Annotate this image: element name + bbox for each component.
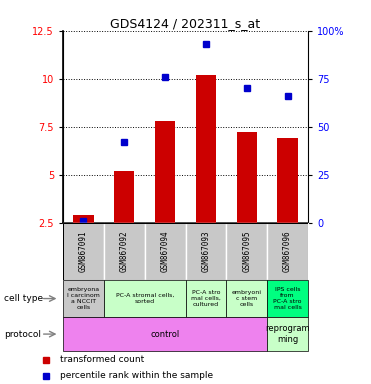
Text: embryoni
c stem
cells: embryoni c stem cells — [232, 290, 262, 307]
Text: PC-A stro
mal cells,
cultured: PC-A stro mal cells, cultured — [191, 290, 221, 307]
Bar — [104, 223, 145, 280]
Bar — [63, 317, 267, 351]
Bar — [186, 223, 226, 280]
Text: GSM867096: GSM867096 — [283, 231, 292, 272]
Text: reprogram
ming: reprogram ming — [265, 324, 310, 344]
Bar — [267, 317, 308, 351]
Text: IPS cells
from
PC-A stro
mal cells: IPS cells from PC-A stro mal cells — [273, 287, 302, 310]
Text: transformed count: transformed count — [59, 355, 144, 364]
Text: embryona
l carcinom
a NCCIT
cells: embryona l carcinom a NCCIT cells — [67, 287, 100, 310]
Bar — [63, 280, 104, 317]
Bar — [104, 280, 186, 317]
Text: control: control — [151, 329, 180, 339]
Bar — [278, 138, 298, 223]
Bar — [267, 223, 308, 280]
Bar — [267, 280, 308, 317]
Bar — [237, 132, 257, 223]
Bar — [226, 280, 267, 317]
Bar — [114, 171, 135, 223]
Text: PC-A stromal cells,
sorted: PC-A stromal cells, sorted — [115, 293, 174, 304]
Bar — [196, 75, 216, 223]
Bar — [155, 121, 175, 223]
Text: percentile rank within the sample: percentile rank within the sample — [59, 371, 213, 380]
Text: GSM867094: GSM867094 — [161, 231, 170, 272]
Text: GSM867093: GSM867093 — [201, 231, 210, 272]
Text: GSM867095: GSM867095 — [242, 231, 251, 272]
Text: cell type: cell type — [4, 294, 43, 303]
Bar — [73, 215, 94, 223]
Text: protocol: protocol — [4, 329, 41, 339]
Text: GSM867092: GSM867092 — [120, 231, 129, 272]
Bar — [145, 223, 186, 280]
Title: GDS4124 / 202311_s_at: GDS4124 / 202311_s_at — [111, 17, 260, 30]
Bar — [186, 280, 226, 317]
Bar — [226, 223, 267, 280]
Text: GSM867091: GSM867091 — [79, 231, 88, 272]
Bar — [63, 223, 104, 280]
